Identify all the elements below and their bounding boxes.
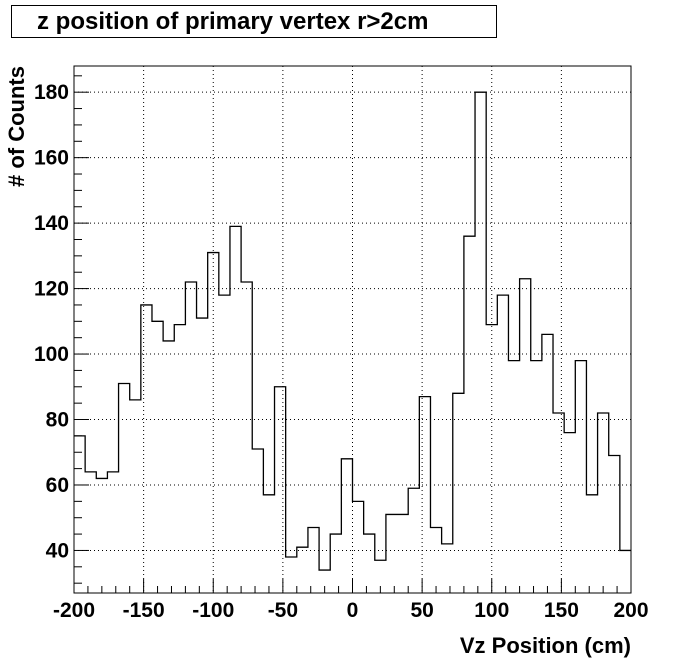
y-tick-label: 60	[46, 474, 69, 497]
y-tick-label: 100	[34, 343, 69, 366]
x-tick-label: 200	[613, 599, 648, 622]
x-tick-label: -150	[123, 599, 165, 622]
y-tick-label: 80	[46, 409, 69, 432]
tick-layer	[73, 75, 632, 593]
x-tick-label: 0	[347, 599, 359, 622]
y-tick-label: 180	[34, 81, 69, 104]
y-tick-label: 160	[34, 147, 69, 170]
y-tick-label: 40	[46, 539, 69, 562]
tick-labels: -200 -150 -100 -50 0 50 100 150 200 40 60 80 100 120 1…	[34, 81, 649, 622]
y-axis-title: # of Counts	[4, 66, 29, 187]
x-tick-label: 50	[410, 599, 433, 622]
x-tick-label: 100	[474, 599, 509, 622]
y-tick-label: 140	[34, 212, 69, 235]
plot-frame	[73, 65, 632, 594]
chart-title-box: z position of primary vertex r>2cm	[11, 5, 497, 38]
histogram-series	[74, 91, 631, 571]
x-tick-label: 150	[544, 599, 579, 622]
grid-layer	[74, 66, 631, 593]
x-axis-title: Vz Position (cm)	[460, 633, 631, 658]
x-tick-label: -200	[53, 599, 95, 622]
x-tick-label: -50	[268, 599, 298, 622]
x-tick-label: -100	[192, 599, 234, 622]
y-tick-label: 120	[34, 278, 69, 301]
chart-title: z position of primary vertex r>2cm	[37, 7, 429, 35]
